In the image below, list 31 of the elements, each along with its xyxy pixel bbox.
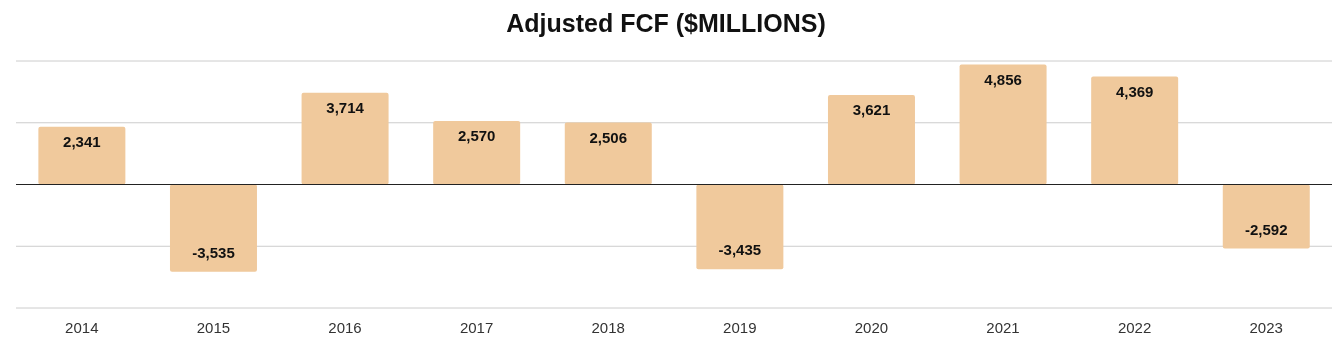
x-tick-label: 2021 bbox=[986, 318, 1020, 336]
data-label: 3,714 bbox=[326, 98, 365, 116]
bar bbox=[1091, 76, 1179, 185]
x-tick-label: 2019 bbox=[723, 318, 757, 336]
bar bbox=[564, 122, 652, 185]
bar bbox=[38, 126, 126, 185]
x-tick-label: 2022 bbox=[1117, 318, 1152, 336]
x-tick-label: 2014 bbox=[65, 318, 99, 336]
bar bbox=[827, 95, 915, 185]
x-tick-label: 2015 bbox=[196, 318, 231, 336]
data-label: -3,435 bbox=[718, 241, 762, 259]
bar bbox=[959, 64, 1047, 185]
data-label: 4,856 bbox=[984, 70, 1022, 88]
bar bbox=[1222, 184, 1310, 249]
data-label: -3,535 bbox=[192, 243, 235, 261]
data-label: 4,369 bbox=[1115, 82, 1154, 100]
bar bbox=[301, 92, 389, 185]
x-tick-label: 2020 bbox=[854, 318, 889, 336]
chart-title: Adjusted FCF ($MILLIONS) bbox=[505, 8, 827, 39]
x-tick-label: 2016 bbox=[328, 318, 362, 336]
x-tick-label: 2018 bbox=[591, 318, 625, 336]
x-tick-label: 2017 bbox=[459, 318, 494, 336]
x-tick-label: 2023 bbox=[1249, 318, 1283, 336]
bar bbox=[433, 121, 521, 185]
bar bbox=[696, 184, 784, 270]
data-label: 2,506 bbox=[589, 128, 628, 146]
data-label: 2,570 bbox=[457, 127, 496, 145]
bar bbox=[169, 184, 257, 272]
data-label: -2,592 bbox=[1245, 220, 1288, 238]
data-label: 3,621 bbox=[852, 101, 891, 119]
data-label: 2,341 bbox=[63, 132, 101, 150]
